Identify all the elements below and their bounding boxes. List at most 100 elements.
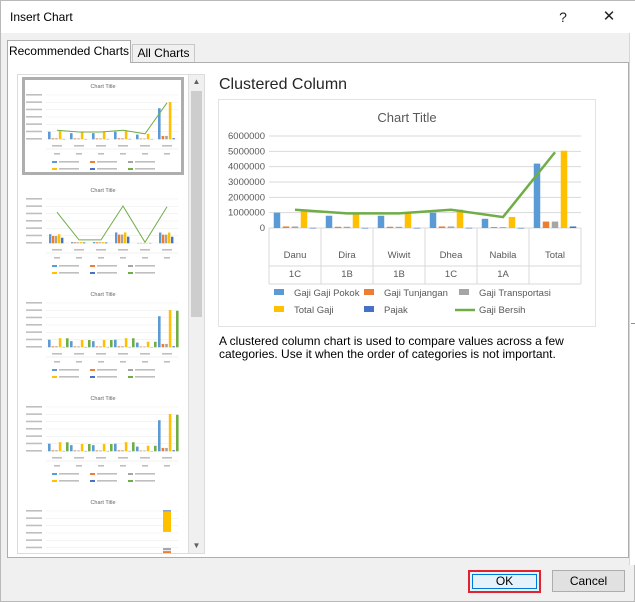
thumbnail-bar bbox=[99, 450, 102, 452]
thumbnail-category-stub bbox=[120, 153, 126, 155]
bar-total-gaji bbox=[300, 209, 308, 228]
thumbnail-category-stub bbox=[74, 457, 84, 459]
thumbnail-line-combo[interactable]: Chart Title bbox=[22, 181, 184, 279]
thumbnail-bar bbox=[146, 133, 150, 140]
x-category-label: Danu bbox=[284, 250, 307, 261]
ok-button[interactable]: OK bbox=[468, 570, 541, 593]
thumbnail-bar bbox=[118, 234, 121, 244]
thumbnail-bar bbox=[77, 346, 80, 348]
thumbnail-bar bbox=[143, 138, 146, 140]
bar-gaji-transportasi bbox=[447, 226, 455, 228]
thumbnail-legend-stub bbox=[135, 480, 155, 482]
thumbnail-category-stub bbox=[54, 465, 60, 467]
thumbnail-line bbox=[56, 205, 168, 244]
thumbnail-bar bbox=[99, 346, 102, 348]
thumbnail-tick-stub bbox=[26, 227, 42, 229]
y-tick-label: 0 bbox=[260, 223, 265, 234]
thumbnail-bar bbox=[110, 340, 113, 348]
thumbnail-tick-stub bbox=[26, 450, 42, 452]
thumbnail-svg: Chart Title bbox=[26, 188, 178, 274]
x-group-label: 1C bbox=[445, 269, 457, 280]
thumbnail-tick-stub bbox=[26, 309, 42, 311]
thumbnail-bar bbox=[124, 232, 127, 244]
thumbnail-category-stub bbox=[98, 257, 104, 259]
thumbnail-tick-stub bbox=[26, 138, 42, 140]
tab-all-charts[interactable]: All Charts bbox=[132, 44, 195, 63]
thumbnail-legend-swatch bbox=[52, 161, 57, 163]
thumbnail-bar bbox=[58, 130, 62, 140]
thumbnail-stacked-column[interactable]: Chart Title bbox=[22, 493, 184, 553]
cancel-button[interactable]: Cancel bbox=[552, 570, 625, 592]
thumbnail-tick-stub bbox=[26, 316, 42, 319]
legend-swatch bbox=[364, 289, 374, 295]
thumbnail-bar bbox=[143, 450, 146, 452]
legend-swatch bbox=[364, 306, 374, 312]
thumbnail-tick-stub bbox=[26, 234, 42, 237]
thumbnail-bar bbox=[66, 442, 69, 452]
thumbnail-category-stub bbox=[76, 465, 82, 467]
thumbnail-category-stub bbox=[54, 257, 60, 259]
title-bar: Insert Chart ? ✕ bbox=[1, 1, 635, 33]
thumbnail-legend-stub bbox=[97, 473, 117, 475]
thumbnail-bar bbox=[52, 235, 55, 244]
thumbnail-tick-stub bbox=[26, 220, 42, 222]
thumbnail-scrollbar[interactable]: ▲ ▼ bbox=[188, 74, 205, 554]
legend-swatch bbox=[274, 306, 284, 312]
tab-recommended-charts[interactable]: Recommended Charts bbox=[7, 40, 131, 63]
thumbnail-category-stub bbox=[54, 153, 60, 155]
thumbnail-tick-stub bbox=[26, 338, 42, 341]
thumbnail-category-stub bbox=[74, 249, 84, 251]
bar-gaji-tunjangan bbox=[438, 226, 446, 228]
thumbnail-bar bbox=[105, 242, 108, 244]
thumbnail-bar bbox=[80, 242, 83, 244]
close-icon[interactable]: ✕ bbox=[602, 8, 616, 25]
thumbnail-tick-stub bbox=[26, 116, 42, 118]
thumbnail-bar bbox=[165, 343, 168, 348]
thumbnail-clustered-column[interactable]: Chart Title bbox=[22, 77, 184, 175]
thumbnail-bar bbox=[168, 232, 171, 244]
thumbnail-tick-stub bbox=[26, 242, 42, 244]
thumbnail-bar bbox=[163, 510, 171, 512]
thumbnail-bar bbox=[136, 446, 139, 452]
bar-gaji-tunjangan bbox=[490, 227, 498, 228]
thumbnail-bar bbox=[163, 548, 171, 551]
thumbnail-tick-stub bbox=[26, 517, 42, 519]
legend-label: Gaji Tunjangan bbox=[384, 288, 448, 299]
sheet-line-mark bbox=[631, 323, 635, 324]
thumbnail-bar bbox=[71, 242, 74, 244]
bar-gaji-tunjangan bbox=[386, 226, 394, 228]
thumbnail-tick-stub bbox=[26, 524, 42, 527]
thumbnail-category-stub bbox=[118, 249, 128, 251]
thumbnail-category-stub bbox=[52, 145, 62, 147]
thumbnail-bar bbox=[168, 102, 172, 140]
y-tick-label: 2000000 bbox=[228, 192, 265, 203]
help-icon[interactable]: ? bbox=[559, 9, 567, 25]
thumbnail-legend-swatch bbox=[90, 265, 95, 267]
thumbnail-bar bbox=[93, 242, 96, 244]
thumbnail-legend-stub bbox=[135, 473, 155, 475]
thumbnail-legend-stub bbox=[59, 473, 79, 475]
thumbnail-tick-stub bbox=[26, 413, 42, 415]
thumbnail-bar bbox=[70, 133, 73, 140]
thumbnail-tick-stub bbox=[26, 331, 42, 333]
legend-swatch bbox=[459, 289, 469, 295]
bar-gaji-transportasi bbox=[343, 226, 351, 228]
thumbnail-bar bbox=[139, 450, 143, 452]
scroll-up-icon[interactable]: ▲ bbox=[192, 77, 201, 86]
bar-total-gaji bbox=[560, 150, 568, 228]
thumbnail-bar bbox=[55, 235, 58, 244]
thumbnail-bar bbox=[154, 341, 157, 348]
thumbnail-bar bbox=[80, 443, 84, 452]
thumbnail-category-stub bbox=[52, 353, 62, 355]
scrollbar-thumb[interactable] bbox=[191, 91, 202, 317]
thumbnail-clustered-column-alt[interactable]: Chart Title bbox=[22, 285, 184, 383]
legend-label: Total Gaji bbox=[294, 305, 334, 316]
thumbnail-bar bbox=[161, 447, 165, 452]
scroll-down-icon[interactable]: ▼ bbox=[192, 541, 201, 550]
thumbnail-legend-swatch bbox=[128, 369, 133, 371]
y-tick-label: 1000000 bbox=[228, 208, 265, 219]
bar-gaji-gaji-pokok bbox=[325, 215, 333, 228]
thumbnail-column-combo[interactable]: Chart Title bbox=[22, 389, 184, 487]
thumbnail-tick-stub bbox=[26, 435, 42, 437]
thumbnail-category-stub bbox=[142, 465, 148, 467]
